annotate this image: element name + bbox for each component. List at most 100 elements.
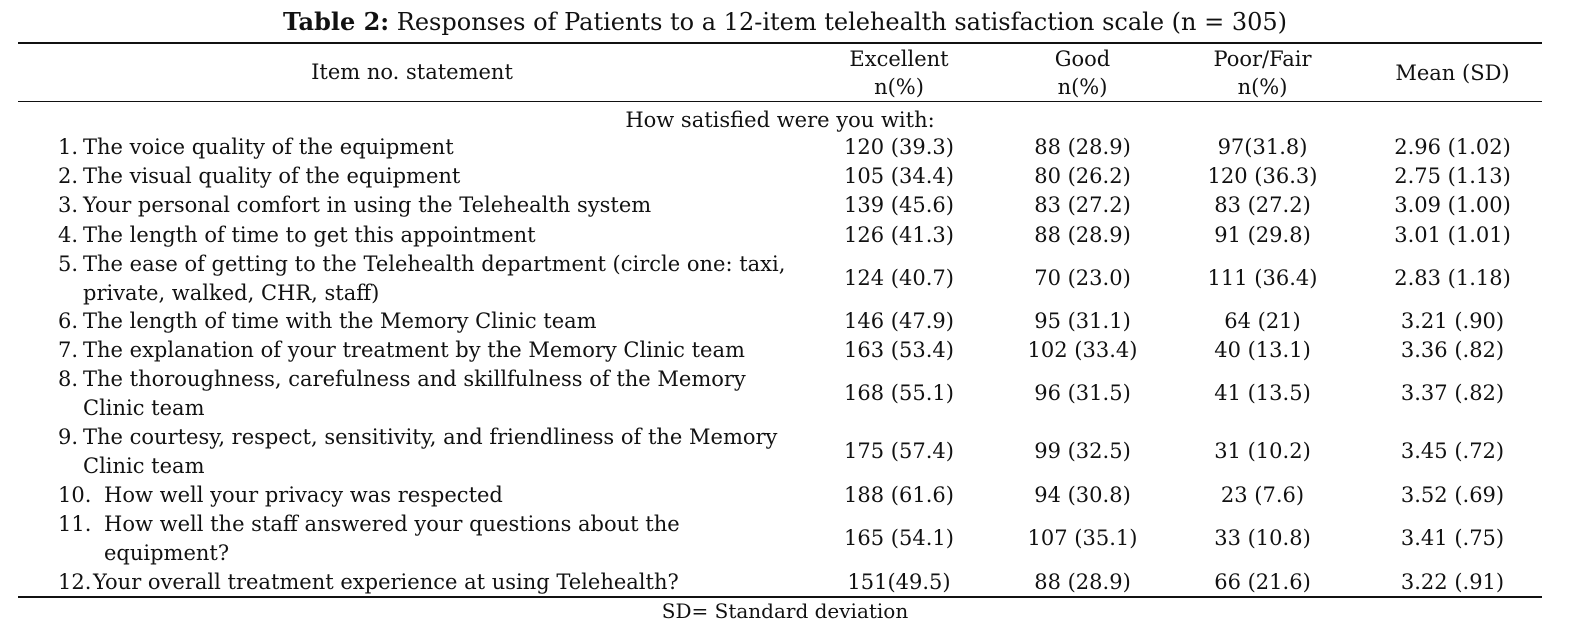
cell-good: 88 (28.9) [1034, 223, 1131, 247]
item-statement-line: The ease of getting to the Telehealth de… [83, 252, 786, 276]
cell-good: 70 (23.0) [1034, 266, 1131, 290]
item-statement-line: How well your privacy was respected [104, 483, 503, 507]
header-poor: Poor/Fair n(%) [1190, 45, 1335, 101]
item-statement: The length of time to get this appointme… [83, 221, 803, 250]
item-statement: Your personal comfort in using the Teleh… [83, 191, 803, 220]
cell-poor: 83 (27.2) [1214, 193, 1311, 217]
cell-excellent: 126 (41.3) [844, 223, 954, 247]
item-statement: The visual quality of the equipment [83, 162, 803, 191]
item-statement: The explanation of your treatment by the… [83, 336, 803, 365]
table-row: 2. The visual quality of the equipment 105… [0, 162, 1570, 191]
cell-good: 88 (28.9) [1034, 570, 1131, 594]
item-statement-line: Clinic team [83, 454, 205, 478]
cell-good: 94 (30.8) [1034, 483, 1131, 507]
cell-good: 88 (28.9) [1034, 135, 1131, 159]
header-item: Item no. statement [311, 60, 513, 84]
cell-good: 107 (35.1) [1027, 526, 1138, 550]
cell-excellent: 139 (45.6) [844, 193, 954, 217]
cell-mean: 2.96 (1.02) [1394, 135, 1511, 159]
item-statement: How well your privacy was respected [104, 481, 824, 510]
item-number: 11. [58, 512, 92, 536]
cell-excellent: 120 (39.3) [844, 135, 954, 159]
cell-mean: 3.41 (.75) [1400, 526, 1505, 550]
item-number: 10. [58, 483, 92, 507]
header-mean: Mean (SD) [1395, 61, 1510, 85]
cell-poor: 111 (36.4) [1207, 266, 1318, 290]
header-excellent: Excellent n(%) [835, 45, 963, 101]
cell-excellent: 168 (55.1) [844, 381, 954, 405]
item-statement-line: Your personal comfort in using the Teleh… [83, 193, 652, 217]
header-excellent-label: Excellent [849, 47, 949, 71]
table-row: 10. How well your privacy was respected 18… [0, 481, 1570, 510]
caption-text: Responses of Patients to a 12-item teleh… [389, 8, 1288, 36]
table-row: 8. The thoroughness, carefulness and skil… [0, 365, 1570, 423]
table-row: 1. The voice quality of the equipment 120 … [0, 133, 1570, 162]
item-number: 5. [58, 252, 79, 276]
cell-good: 102 (33.4) [1027, 338, 1138, 362]
item-statement-line: How well the staff answered your questio… [104, 512, 680, 536]
cell-excellent: 188 (61.6) [844, 483, 954, 507]
table-row: 7. The explanation of your treatment by t… [0, 336, 1570, 365]
cell-poor: 66 (21.6) [1214, 570, 1311, 594]
item-statement-line: The courtesy, respect, sensitivity, and … [83, 425, 778, 449]
cell-excellent: 165 (54.1) [844, 526, 954, 550]
cell-poor: 64 (21) [1224, 309, 1301, 333]
cell-poor: 23 (7.6) [1220, 483, 1305, 507]
cell-poor: 120 (36.3) [1207, 164, 1318, 188]
item-number: 3. [58, 193, 79, 217]
cell-poor: 33 (10.8) [1214, 526, 1311, 550]
item-number: 8. [58, 367, 79, 391]
cell-excellent: 163 (53.4) [844, 338, 954, 362]
table-row: 12. Your overall treatment experience at … [0, 568, 1570, 597]
item-number: 2. [58, 164, 79, 188]
table-row: 11. How well the staff answered your ques… [0, 510, 1570, 568]
header-good-unit: n(%) [1057, 75, 1108, 99]
cell-poor: 41 (13.5) [1214, 381, 1311, 405]
cell-mean: 3.45 (.72) [1400, 439, 1505, 463]
header-excellent-unit: n(%) [874, 75, 924, 99]
cell-good: 95 (31.1) [1034, 309, 1131, 333]
cell-good: 83 (27.2) [1034, 193, 1131, 217]
cell-excellent: 175 (57.4) [844, 439, 954, 463]
item-statement-line: The thoroughness, carefulness and skillf… [83, 367, 746, 391]
cell-excellent: 151(49.5) [847, 570, 951, 594]
table-row: 5. The ease of getting to the Telehealth … [0, 250, 1570, 308]
header-good: Good n(%) [1020, 45, 1145, 101]
top-rule [18, 42, 1542, 44]
item-number: 6. [58, 309, 79, 333]
item-statement-line: The length of time to get this appointme… [83, 223, 536, 247]
section-label-text: How satisfied were you with: [625, 108, 935, 132]
table-caption: Table 2: Responses of Patients to a 12-i… [0, 8, 1570, 37]
header-poor-label: Poor/Fair [1213, 47, 1312, 71]
cell-mean: 3.21 (.90) [1400, 309, 1505, 333]
footnote: SD= Standard deviation [661, 599, 909, 623]
item-statement-line: The visual quality of the equipment [83, 164, 461, 188]
header-rule [18, 101, 1542, 102]
table-row: 6. The length of time with the Memory Cli… [0, 307, 1570, 336]
item-statement: Your overall treatment experience at usi… [93, 568, 813, 597]
table-row: 9. The courtesy, respect, sensitivity, an… [0, 423, 1570, 481]
cell-poor: 31 (10.2) [1214, 439, 1311, 463]
cell-excellent: 124 (40.7) [844, 266, 954, 290]
cell-mean: 3.37 (.82) [1400, 381, 1505, 405]
item-statement: The length of time with the Memory Clini… [83, 307, 803, 336]
header-good-label: Good [1054, 47, 1111, 71]
item-statement-line: Your overall treatment experience at usi… [93, 570, 679, 594]
section-label: How satisfied were you with: [18, 106, 1570, 134]
table-row: 3. Your personal comfort in using the Tel… [0, 191, 1570, 220]
bottom-rule [18, 596, 1542, 598]
cell-mean: 3.01 (1.01) [1394, 223, 1511, 247]
cell-mean: 2.75 (1.13) [1394, 164, 1511, 188]
cell-mean: 3.22 (.91) [1400, 570, 1505, 594]
item-statement: The thoroughness, carefulness and skillf… [83, 365, 803, 423]
item-statement-line: The voice quality of the equipment [83, 135, 454, 159]
cell-excellent: 105 (34.4) [844, 164, 954, 188]
item-statement-line: equipment? [104, 541, 230, 565]
item-number: 4. [58, 223, 79, 247]
cell-mean: 3.36 (.82) [1400, 338, 1505, 362]
cell-excellent: 146 (47.9) [844, 309, 954, 333]
item-number: 9. [58, 425, 79, 449]
cell-good: 99 (32.5) [1034, 439, 1131, 463]
item-statement: The ease of getting to the Telehealth de… [83, 250, 803, 308]
item-statement-line: private, walked, CHR, staff) [83, 281, 380, 305]
